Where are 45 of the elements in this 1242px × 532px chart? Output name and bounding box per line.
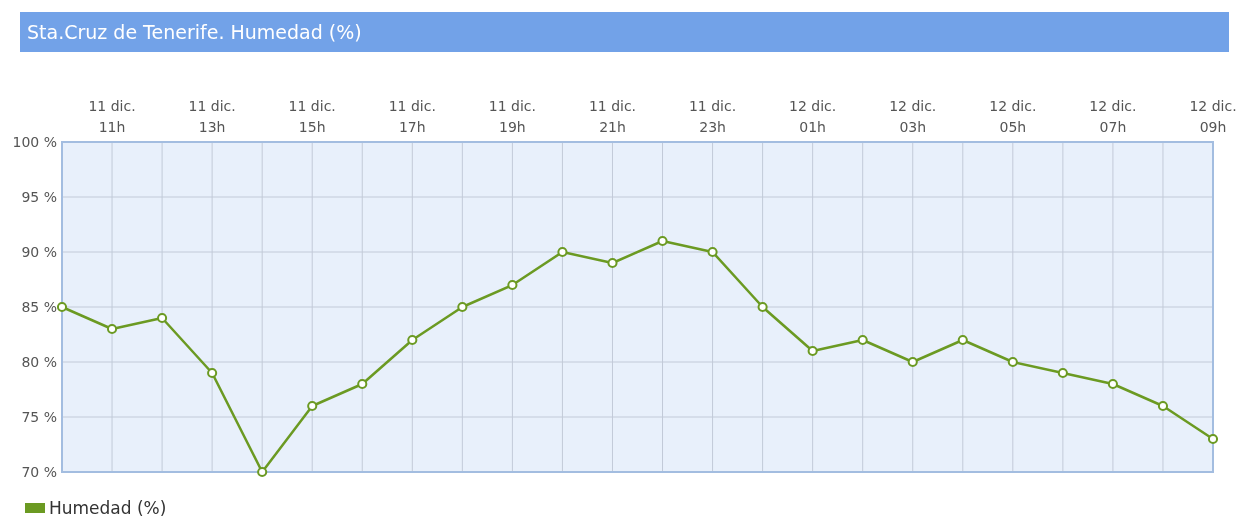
y-tick-label: 90 % [21, 243, 57, 260]
y-tick-label: 75 % [21, 408, 57, 425]
x-tick-label: 11 dic. 11h [88, 98, 136, 135]
point [357, 378, 368, 390]
point [1057, 367, 1068, 379]
point [957, 334, 968, 346]
x-tick-label: 11 dic. 15h [288, 98, 336, 135]
y-tick-label: 70 % [21, 463, 57, 480]
point [1107, 378, 1118, 390]
point [557, 246, 568, 258]
x-tick-label: 11 dic. 23h [688, 98, 737, 135]
point [407, 334, 418, 346]
y-tick-label: 80 % [21, 353, 57, 370]
point [106, 323, 118, 335]
x-tick-label: 12 dic. 01h [789, 98, 837, 135]
x-tick-label: 12 dic. 09h [1189, 98, 1237, 135]
y-tick-label: 100 % [12, 133, 57, 150]
x-tick-label: 11 dic. 19h [488, 98, 536, 135]
point [457, 301, 468, 313]
point [157, 312, 168, 324]
x-tick-label: 11 dic. 21h [588, 98, 637, 135]
point [307, 400, 318, 412]
x-tick-label: 11 dic. 13h [188, 98, 236, 135]
point [1007, 356, 1018, 368]
point [907, 356, 918, 368]
point [757, 301, 768, 313]
point [857, 334, 868, 346]
point [657, 235, 668, 247]
x-tick-label: 12 dic. 05h [989, 98, 1037, 135]
point [56, 301, 68, 313]
x-tick-label: 12 dic. 07h [1089, 98, 1137, 135]
point [807, 345, 818, 357]
y-tick-label: 85 % [21, 298, 57, 315]
point [207, 367, 218, 379]
legend-label: Humedad (%) [49, 497, 167, 518]
point [1157, 400, 1169, 412]
point [607, 257, 618, 269]
x-tick-label: 11 dic. 17h [388, 98, 436, 135]
point [507, 279, 518, 291]
y-tick-label: 95 % [21, 188, 57, 205]
point [707, 246, 718, 258]
chart-title: Sta.Cruz de Tenerife. Humedad (%) [27, 21, 362, 43]
point [1207, 433, 1219, 445]
x-tick-label: 12 dic. 03h [889, 98, 937, 135]
point [257, 466, 268, 478]
